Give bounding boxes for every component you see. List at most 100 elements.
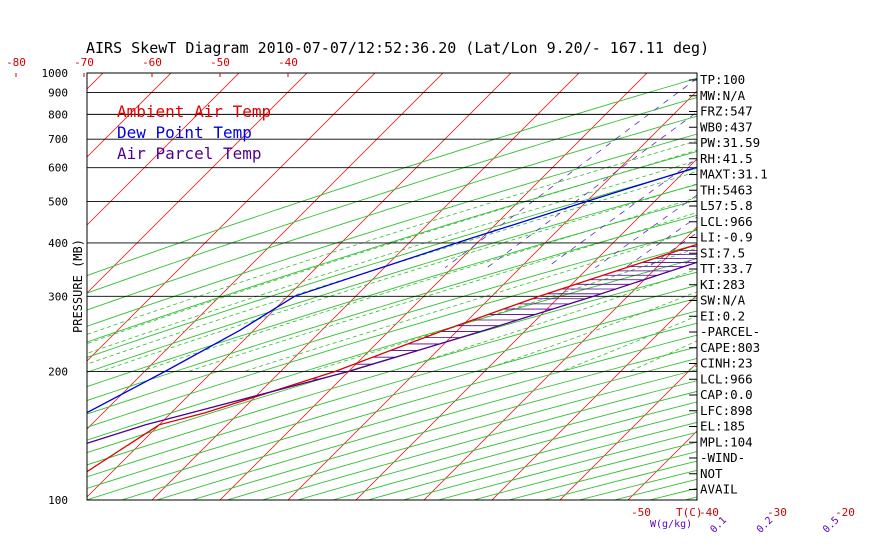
isotherm-line <box>87 73 172 158</box>
dry-adiabat-line <box>87 199 697 388</box>
ambient-air-temp-line <box>87 243 697 473</box>
legend-entry: Ambient Air Temp <box>117 102 271 121</box>
dry-adiabat-line <box>87 229 697 415</box>
moist-adiabat-line <box>187 211 697 372</box>
pressure-tick-label: 400 <box>48 237 68 250</box>
pressure-tick-label: 200 <box>48 365 68 378</box>
isotherm-line <box>151 73 580 500</box>
isotherm-line <box>764 73 870 500</box>
stat-item: EL:185 <box>700 419 745 434</box>
stat-item: CAP:0.0 <box>700 387 753 402</box>
moist-adiabat-line <box>100 183 697 372</box>
isotherm-line <box>87 73 512 498</box>
pressure-tick-label: 600 <box>48 162 68 175</box>
stat-item: NOT <box>700 466 723 481</box>
stat-item: LCL:966 <box>700 214 753 229</box>
mixing-ratio-line <box>546 157 697 269</box>
stat-item: TH:5463 <box>700 182 753 197</box>
y-axis-label: PRESSURE (MB) <box>71 239 85 333</box>
stat-item: TT:33.7 <box>700 261 753 276</box>
dry-adiabat-line <box>649 487 697 500</box>
isotherm-line <box>0 73 35 500</box>
stat-item: WB0:437 <box>700 119 753 134</box>
bottom-temp-label: -50 <box>631 506 651 519</box>
mixing-ratio-unit-label: W(g/kg) <box>650 519 692 530</box>
dry-adiabat-line <box>87 310 697 489</box>
isotherm-line <box>832 73 870 500</box>
stats-panel: TP:100MW:N/AFRZ:547WB0:437PW:31.59RH:41.… <box>689 72 768 497</box>
moist-adiabat-line <box>311 247 697 372</box>
stat-item: MW:N/A <box>700 88 746 103</box>
isotherm-line <box>219 73 648 500</box>
dry-adiabat-lines <box>87 77 697 500</box>
dry-adiabat-line <box>87 133 697 327</box>
dry-adiabat-line <box>87 322 697 500</box>
mixing-ratio-line <box>821 64 870 268</box>
cape-hatching <box>311 246 697 380</box>
stat-item: FRZ:547 <box>700 104 753 119</box>
mixing-ratio-line <box>763 64 870 268</box>
stat-item: EI:0.2 <box>700 308 745 323</box>
dry-adiabat-line <box>226 369 697 500</box>
top-temp-label: -80 <box>6 56 26 69</box>
dry-adiabat-line <box>87 150 697 343</box>
dry-adiabat-line <box>87 284 697 466</box>
isotherm-line <box>491 294 697 500</box>
bottom-temp-label: -30 <box>767 506 787 519</box>
stat-item: PW:31.59 <box>700 135 760 150</box>
mixing-ratio-line <box>800 64 870 268</box>
isotherm-line <box>87 73 308 294</box>
stat-item: RH:41.5 <box>700 151 753 166</box>
stat-item: SI:7.5 <box>700 245 745 260</box>
pressure-tick-labels: 100 200 300 400 500 600 700 800 900 1000 <box>42 67 69 507</box>
dry-adiabat-line <box>87 77 697 277</box>
stat-item: CAPE:803 <box>700 340 760 355</box>
pressure-tick-label: 500 <box>48 196 68 209</box>
dry-adiabat-line <box>87 214 697 402</box>
isotherm-line <box>87 73 240 226</box>
pressure-tick-label: 300 <box>48 290 68 303</box>
bottom-temp-label: -40 <box>699 506 719 519</box>
dry-adiabat-line <box>87 183 697 373</box>
stat-item: KI:283 <box>700 277 745 292</box>
dry-adiabat-line <box>438 431 697 500</box>
top-temp-label: -40 <box>278 56 298 69</box>
moist-adiabat-line <box>390 268 697 372</box>
dry-adiabat-line <box>87 271 697 454</box>
moist-adiabat-line <box>478 291 697 372</box>
air-parcel-temp-line <box>87 261 697 444</box>
stat-item: L57:5.8 <box>700 198 753 213</box>
bottom-temperature-labels: -50-40-30-20-100102030 <box>631 506 855 519</box>
pressure-tick-label: 100 <box>48 494 68 507</box>
isotherm-line <box>287 90 697 500</box>
stat-item: -WIND- <box>700 450 745 465</box>
stat-item: LI:-0.9 <box>700 230 753 245</box>
stat-item: LCL:966 <box>700 371 753 386</box>
stat-item: CINH:23 <box>700 356 753 371</box>
dew-point-temp-line <box>87 166 697 414</box>
x-axis-label: T(C) <box>676 506 703 519</box>
top-temp-label: -60 <box>142 56 162 69</box>
dry-adiabat-line <box>87 297 697 478</box>
legend: Ambient Air Temp Dew Point Temp Air Parcel… <box>117 102 271 163</box>
top-temp-label: -70 <box>74 56 94 69</box>
stat-item: TP:100 <box>700 72 745 87</box>
legend-entry: Dew Point Temp <box>117 123 252 142</box>
stat-item: LFC:898 <box>700 403 753 418</box>
stat-item: SW:N/A <box>700 293 746 308</box>
stat-item: MPL:104 <box>700 434 753 449</box>
isotherm-line <box>87 73 376 362</box>
dry-adiabat-line <box>367 411 697 500</box>
top-temp-label: -50 <box>210 56 230 69</box>
plot-frame <box>86 72 698 501</box>
stat-item: MAXT:31.1 <box>700 167 768 182</box>
mixing-ratio-line <box>486 111 697 269</box>
legend-entry: Air Parcel Temp <box>117 144 262 163</box>
mixing-ratio-line <box>783 64 870 268</box>
stat-item: AVAIL <box>700 482 738 497</box>
pressure-tick-label: 1000 <box>42 67 69 80</box>
stat-item: -PARCEL- <box>700 324 760 339</box>
mixing-ratio-line <box>848 64 870 268</box>
pressure-tick-label: 800 <box>48 108 68 121</box>
